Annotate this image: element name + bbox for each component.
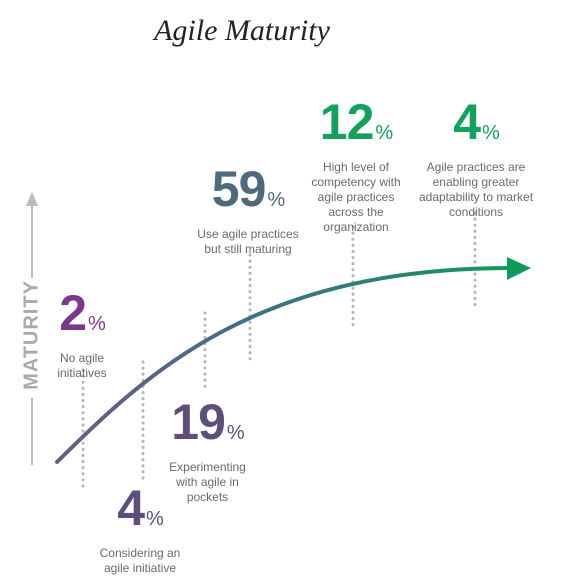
stat-number: 2 <box>59 285 87 341</box>
stat-point-1: 2% No agile initiatives <box>47 288 117 381</box>
stat-number: 19 <box>171 394 226 450</box>
stat-point-3: 19% Experimenting with agile in pockets <box>155 397 260 505</box>
stat-label: Agile practices are enabling greater ada… <box>418 160 534 219</box>
stat-label: Use agile practices but still maturing <box>197 227 299 256</box>
stat-label: Experimenting with agile in pockets <box>169 460 246 504</box>
stat-number: 4 <box>453 94 481 150</box>
percent-sign: % <box>88 313 106 335</box>
stat-value: 59% <box>188 164 308 225</box>
stat-point-6: 4% Agile practices are enabling greater … <box>417 97 535 220</box>
axis-arrow-icon <box>26 192 38 206</box>
percent-sign: % <box>146 508 164 530</box>
maturity-curve-line <box>55 265 520 464</box>
maturity-curve-graphic <box>26 192 531 494</box>
stat-point-4: 59% Use agile practices but still maturi… <box>188 164 308 257</box>
stat-number: 12 <box>319 94 375 150</box>
stat-label: High level of competency with agile prac… <box>311 160 401 234</box>
percent-sign: % <box>375 122 393 144</box>
chart-title: Agile Maturity <box>154 14 330 47</box>
stat-value: 4% <box>417 97 535 158</box>
axis-label: MATURITY <box>20 280 43 390</box>
curve-arrow-icon <box>507 257 531 280</box>
stat-number: 59 <box>211 161 267 217</box>
percent-sign: % <box>226 422 245 444</box>
stat-number: 4 <box>117 480 145 536</box>
stat-value: 19% <box>155 397 260 458</box>
percent-sign: % <box>267 189 285 211</box>
stat-label: Considering an agile initiative <box>99 546 181 575</box>
percent-sign: % <box>482 122 500 144</box>
stat-point-5: 12% High level of competency with agile … <box>300 97 412 235</box>
stat-value: 4% <box>90 483 190 544</box>
stat-label: No agile initiatives <box>57 351 107 380</box>
stat-value: 2% <box>47 288 117 349</box>
stat-value: 12% <box>300 97 412 158</box>
